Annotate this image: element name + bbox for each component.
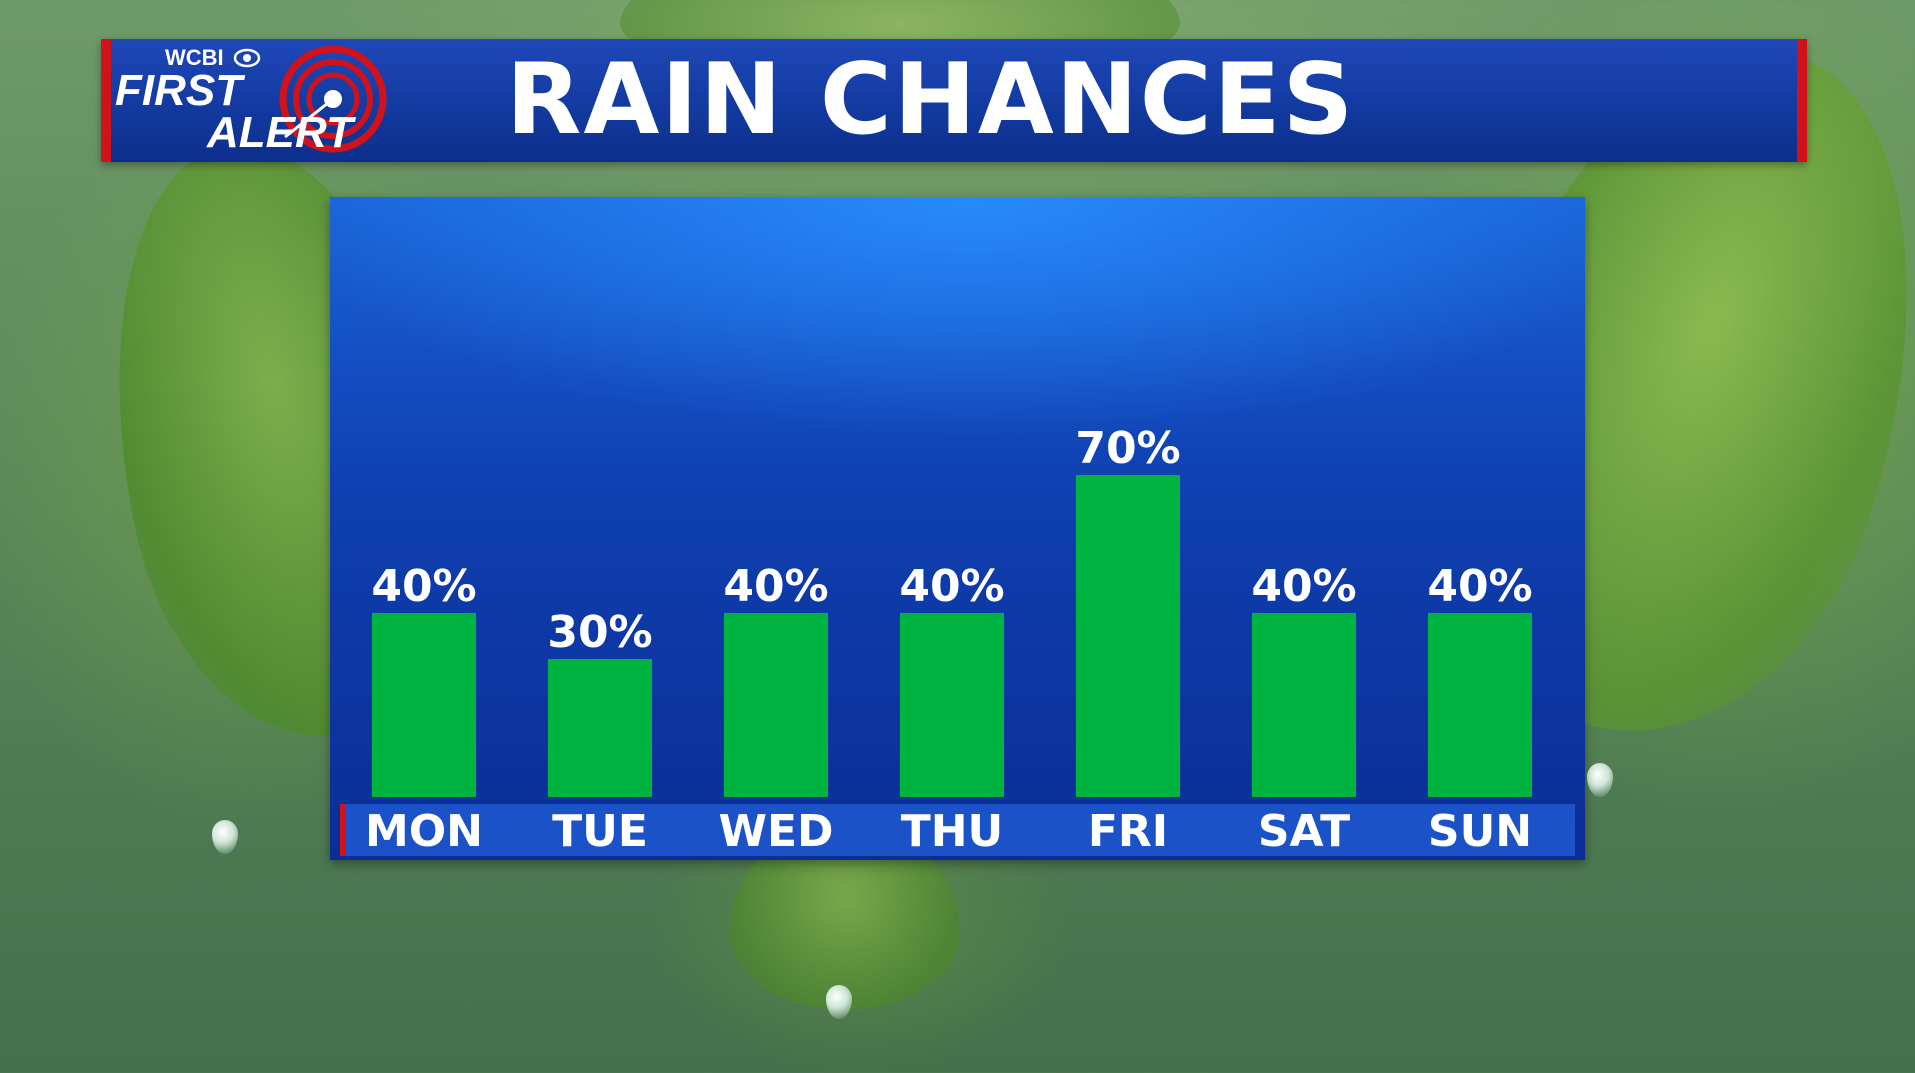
bar-tue: [548, 659, 652, 797]
strip-accent-red: [340, 804, 346, 856]
value-label-mon: 40%: [371, 561, 476, 612]
water-drop-icon: [212, 820, 238, 854]
value-label-wed: 40%: [723, 561, 828, 612]
value-label-sat: 40%: [1251, 561, 1356, 612]
day-label-wed: WED: [718, 806, 833, 857]
value-label-tue: 30%: [547, 607, 652, 658]
value-label-sun: 40%: [1427, 561, 1532, 612]
header-accent-left: [101, 39, 111, 162]
water-drop-icon: [826, 985, 852, 1019]
logo-brand-text: WCBI: [165, 45, 224, 70]
water-drop-icon: [1587, 763, 1613, 797]
day-label-thu: THU: [901, 806, 1004, 857]
page-title: RAIN CHANCES: [506, 43, 1356, 157]
chart-panel: 40% MON 30% TUE 40% WED 40% THU 70% FRI 40% SAT 40% S…: [330, 197, 1585, 860]
bar-fri: [1076, 475, 1180, 797]
station-logo: WCBI FIRST ALERT: [115, 41, 415, 161]
day-label-mon: MON: [365, 806, 483, 857]
logo-first-text: FIRST: [115, 66, 243, 115]
day-label-fri: FRI: [1088, 806, 1168, 857]
logo-alert-text: ALERT: [207, 108, 353, 157]
header-bar: WCBI FIRST ALERT RAIN CHANCES: [101, 39, 1807, 162]
day-label-sat: SAT: [1258, 806, 1350, 857]
bar-thu: [900, 613, 1004, 797]
bar-sun: [1428, 613, 1532, 797]
header-accent-right: [1797, 39, 1807, 162]
day-label-tue: TUE: [552, 806, 648, 857]
bar-mon: [372, 613, 476, 797]
rain-chance-bar-chart: 40% MON 30% TUE 40% WED 40% THU 70% FRI 40% SAT 40% S…: [340, 423, 1575, 857]
bar-sat: [1252, 613, 1356, 797]
cbs-eye-icon: [233, 48, 261, 68]
day-label-strip: [340, 804, 1575, 856]
bar-wed: [724, 613, 828, 797]
value-label-fri: 70%: [1075, 423, 1180, 474]
day-label-sun: SUN: [1428, 806, 1532, 857]
value-label-thu: 40%: [899, 561, 1004, 612]
radar-rings-icon: [279, 45, 387, 153]
